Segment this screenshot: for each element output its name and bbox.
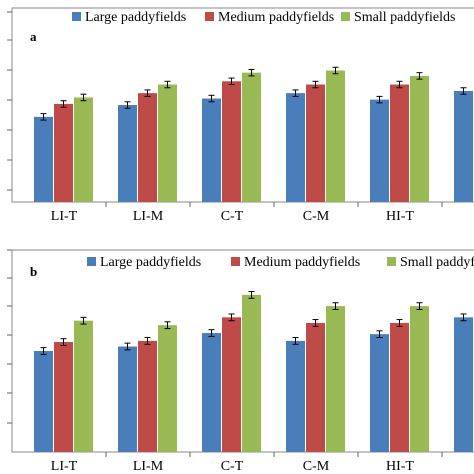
bar-large-paddyfields-c-t [202, 333, 221, 452]
legend-swatch [87, 257, 96, 266]
x-tick-label: C-T [221, 209, 244, 224]
bar-medium-paddyfields-li-t [54, 342, 73, 452]
bar-large-paddyfields-c-m [286, 340, 305, 452]
bar-small-paddyfields-li-t [74, 97, 93, 202]
bar-medium-paddyfields-hi-t [390, 84, 409, 202]
bar-small-paddyfields-hi-t [410, 306, 429, 452]
bar-medium-paddyfields-li-m [138, 340, 157, 452]
chart-panel-b: b LI-T LI-M C-T C-M HI-T Large paddyfields Medi… [7, 249, 474, 474]
bar-large-paddyfields-extra [454, 90, 473, 202]
bar-small-paddyfields-li-m [158, 84, 177, 202]
legend-swatch [205, 12, 214, 21]
bar-small-paddyfields-c-t [242, 294, 261, 452]
bar-small-paddyfields-li-m [158, 325, 177, 452]
bar-large-paddyfields-li-m [118, 105, 137, 202]
x-tick-label: LI-M [133, 459, 164, 474]
bar-large-paddyfields-extra [454, 317, 473, 452]
x-tick-label: C-M [303, 209, 330, 224]
x-tick-label: LI-T [51, 209, 78, 224]
x-tick-label: LI-M [133, 209, 164, 224]
chart-panel-a: a LI-T LI-M C-T C-M HI-T Large paddyfields Medi… [7, 7, 474, 224]
legend-entry: Small paddyfields [354, 10, 456, 25]
legend-entry: Medium paddyfields [218, 10, 334, 25]
bar-large-paddyfields-li-m [118, 346, 137, 452]
bar-large-paddyfields-hi-t [370, 99, 389, 202]
x-tick-label: HI-T [386, 459, 414, 474]
bar-small-paddyfields-hi-t [410, 75, 429, 202]
bar-large-paddyfields-c-m [286, 93, 305, 202]
legend-entry: Large paddyfields [100, 255, 201, 270]
panel-label: a [30, 29, 37, 44]
bar-large-paddyfields-li-t [34, 116, 53, 202]
x-tick-label: HI-T [386, 209, 414, 224]
bar-large-paddyfields-li-t [34, 351, 53, 452]
x-tick-label: C-T [221, 459, 244, 474]
x-tick-label: LI-T [51, 459, 78, 474]
bar-medium-paddyfields-li-t [54, 103, 73, 202]
bar-medium-paddyfields-c-m [306, 322, 325, 452]
panel-label: b [30, 264, 37, 279]
legend-entry: Small paddyfields [400, 255, 474, 270]
legend-entry: Large paddyfields [85, 10, 186, 25]
bar-medium-paddyfields-c-m [306, 84, 325, 202]
bar-large-paddyfields-hi-t [370, 334, 389, 452]
bar-small-paddyfields-c-m [326, 306, 345, 452]
bar-medium-paddyfields-hi-t [390, 322, 409, 452]
bar-medium-paddyfields-li-m [138, 93, 157, 202]
legend-swatch [72, 12, 81, 21]
bar-small-paddyfields-li-t [74, 320, 93, 452]
bar-medium-paddyfields-c-t [222, 81, 241, 202]
legend-swatch [341, 12, 350, 21]
legend-entry: Medium paddyfields [244, 255, 360, 270]
legend-swatch [387, 257, 396, 266]
bar-large-paddyfields-c-t [202, 98, 221, 202]
bar-medium-paddyfields-c-t [222, 317, 241, 452]
x-tick-label: C-M [303, 459, 330, 474]
bar-small-paddyfields-c-t [242, 72, 261, 203]
legend-swatch [231, 257, 240, 266]
bar-small-paddyfields-c-m [326, 70, 345, 202]
